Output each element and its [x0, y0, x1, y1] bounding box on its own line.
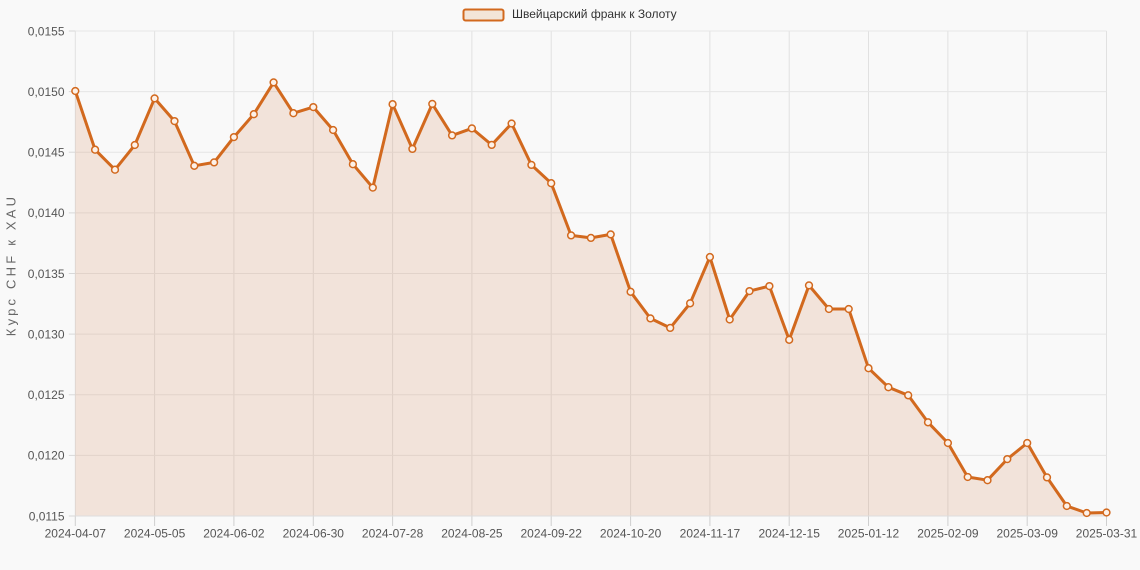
- svg-text:2025-01-12: 2025-01-12: [838, 527, 900, 541]
- svg-text:2024-08-25: 2024-08-25: [441, 527, 503, 541]
- svg-text:0,0155: 0,0155: [28, 24, 65, 38]
- svg-text:0,0125: 0,0125: [28, 388, 65, 402]
- svg-text:Швейцарский франк к Золоту: Швейцарский франк к Золоту: [512, 7, 677, 21]
- svg-text:0,0130: 0,0130: [28, 327, 65, 341]
- svg-text:2024-06-02: 2024-06-02: [203, 527, 265, 541]
- svg-text:2024-11-17: 2024-11-17: [680, 527, 741, 541]
- svg-text:2024-10-20: 2024-10-20: [600, 527, 662, 541]
- svg-text:0,0145: 0,0145: [28, 146, 65, 160]
- svg-text:2024-07-28: 2024-07-28: [362, 527, 424, 541]
- svg-text:2025-03-31: 2025-03-31: [1076, 527, 1138, 541]
- svg-text:2024-09-22: 2024-09-22: [521, 527, 583, 541]
- svg-text:2025-02-09: 2025-02-09: [917, 527, 979, 541]
- svg-text:2024-04-07: 2024-04-07: [45, 527, 107, 541]
- svg-text:0,0150: 0,0150: [28, 85, 65, 99]
- svg-text:2025-03-09: 2025-03-09: [997, 527, 1059, 541]
- svg-text:0,0140: 0,0140: [28, 206, 65, 220]
- svg-text:0,0120: 0,0120: [28, 449, 65, 463]
- svg-text:Курс CHF к XAU: Курс CHF к XAU: [4, 194, 19, 336]
- svg-text:2024-12-15: 2024-12-15: [759, 527, 821, 541]
- svg-text:2024-05-05: 2024-05-05: [124, 527, 186, 541]
- svg-text:0,0115: 0,0115: [29, 509, 65, 523]
- svg-text:2024-06-30: 2024-06-30: [283, 527, 345, 541]
- svg-text:0,0135: 0,0135: [28, 267, 65, 281]
